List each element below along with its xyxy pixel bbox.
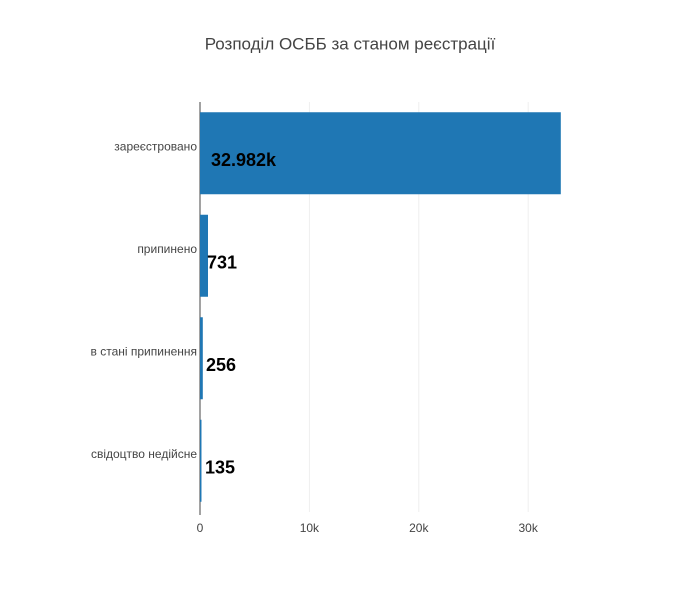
bar — [200, 214, 208, 297]
x-tick-label: 20k — [409, 521, 429, 535]
x-tick-label: 0 — [197, 521, 204, 535]
value-label: 731 — [207, 253, 237, 273]
y-tick-label: зареєстровано — [114, 139, 197, 153]
value-label: 256 — [206, 355, 236, 375]
value-label: 32.982k — [211, 150, 277, 170]
chart-title: Розподіл ОСББ за станом реєстрації — [205, 34, 496, 53]
x-tick-label: 10k — [300, 521, 320, 535]
bar — [200, 317, 203, 400]
y-tick-label: в стані припинення — [91, 344, 198, 358]
bar — [200, 419, 202, 502]
bar — [200, 112, 561, 195]
y-tick-label: припинено — [137, 242, 197, 256]
value-label: 135 — [205, 458, 235, 478]
y-tick-label: свідоцтво недійсне — [91, 447, 197, 461]
x-tick-label: 30k — [519, 521, 539, 535]
